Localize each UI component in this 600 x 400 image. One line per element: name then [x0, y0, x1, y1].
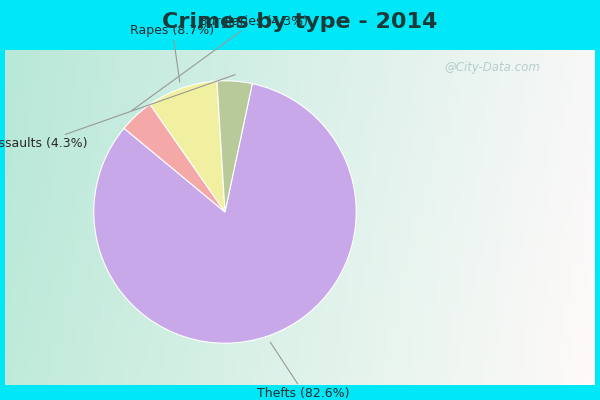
- Text: Burglaries (4.3%): Burglaries (4.3%): [132, 15, 308, 110]
- Text: Thefts (82.6%): Thefts (82.6%): [257, 342, 350, 400]
- Wedge shape: [217, 81, 252, 212]
- Text: @City-Data.com: @City-Data.com: [444, 62, 540, 74]
- Text: Rapes (8.7%): Rapes (8.7%): [130, 24, 215, 82]
- Wedge shape: [124, 104, 225, 212]
- Text: Crimes by type - 2014: Crimes by type - 2014: [163, 12, 437, 32]
- Wedge shape: [150, 81, 225, 212]
- Text: Assaults (4.3%): Assaults (4.3%): [0, 75, 235, 150]
- Wedge shape: [94, 84, 356, 343]
